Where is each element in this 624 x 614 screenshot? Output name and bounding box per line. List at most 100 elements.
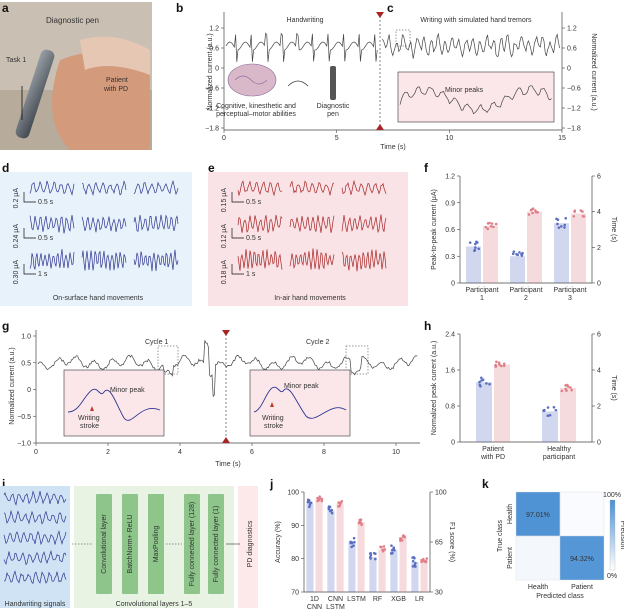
panel-b-label: b xyxy=(176,1,183,15)
data-point xyxy=(582,215,586,218)
signals-bg xyxy=(0,486,70,608)
x-tick-label: 1 xyxy=(480,295,484,302)
y-tick-label: 1.6 xyxy=(445,368,455,375)
scale-bar xyxy=(23,228,36,239)
bar-time xyxy=(560,388,576,442)
y-tick-label: 100 xyxy=(287,490,299,497)
data-point xyxy=(572,214,576,218)
heatmap-cell xyxy=(559,491,605,537)
y-tick-label: −1.8 xyxy=(567,126,581,133)
bar-peak-to-peak-current xyxy=(466,246,481,283)
panel-a-label: a xyxy=(2,1,9,15)
waveform xyxy=(133,214,179,233)
g-inset2-writing: Writing xyxy=(262,415,284,422)
colorbar-label: Precision xyxy=(619,521,624,550)
x-tick-label: Participant xyxy=(465,287,498,294)
panel-j-label: j xyxy=(269,477,273,491)
layer-label: BatchNorm+ ReLU xyxy=(127,515,134,574)
data-point xyxy=(320,497,324,501)
data-point xyxy=(358,520,361,524)
data-point xyxy=(414,565,417,568)
panel-k-label: k xyxy=(482,477,489,491)
x-tick-label: 5 xyxy=(335,135,339,142)
y-tick-label: 0.3 xyxy=(445,254,455,261)
y-tick-label-right: 0 xyxy=(597,281,601,288)
panel-g-label: g xyxy=(2,319,9,333)
data-point xyxy=(350,541,354,545)
scale-label: 0.2 μA xyxy=(13,188,20,209)
y-axis-label: Accuracy (%) xyxy=(275,521,282,563)
bar-f1-score xyxy=(357,522,365,592)
bar-normalized-peak-current xyxy=(476,382,492,442)
data-point xyxy=(495,360,498,364)
data-point xyxy=(557,226,561,229)
x-tick-label: LSTM xyxy=(347,596,366,603)
bar-peak-to-peak-current xyxy=(510,256,525,283)
x-tick-label: 8 xyxy=(322,449,326,456)
x-tick-label: 3 xyxy=(568,295,572,302)
y-tick-label: −0.6 xyxy=(567,86,581,93)
data-point xyxy=(330,511,334,515)
data-point xyxy=(554,408,558,412)
col-label: Patient xyxy=(571,584,593,591)
data-point xyxy=(478,380,481,384)
scale-bar xyxy=(231,228,244,239)
y-tick-label: 0.6 xyxy=(567,46,577,53)
y-axis-label-right: Time (s) xyxy=(610,375,617,400)
inset-label: Minor peaks xyxy=(445,87,484,94)
k-xlabel: Predicted class xyxy=(536,593,584,600)
colorbar-tick: 0% xyxy=(607,573,617,580)
data-point xyxy=(498,363,501,366)
data-point xyxy=(353,540,356,544)
handwriting-trace xyxy=(225,32,378,62)
y-tick-label: 0.8 xyxy=(445,404,455,411)
layer-label: Convolutional layer xyxy=(101,514,108,574)
data-point xyxy=(403,534,406,538)
row-label: Patient xyxy=(507,547,514,569)
panel-d: d 0.2 μA 0.5 s 0.24 μA 0.5 s 0.30 μA 1 s On-s… xyxy=(0,161,192,306)
y-tick-label-right: 65 xyxy=(435,540,443,547)
x-tick-label: 10 xyxy=(392,449,400,456)
y-tick-label-right: 30 xyxy=(435,590,443,597)
data-point xyxy=(494,222,498,226)
data-point xyxy=(413,556,416,560)
y-tick-label: 0.5 xyxy=(21,360,31,367)
y-tick-label: 1.2 xyxy=(445,174,455,181)
data-point xyxy=(307,498,311,502)
x-tick-label: 0 xyxy=(222,135,226,142)
data-point xyxy=(488,382,491,386)
panel-e-bg xyxy=(208,172,408,306)
y-tick-label: 0 xyxy=(451,281,455,288)
diagnostic-pen-image xyxy=(15,49,55,139)
layer-block xyxy=(96,494,112,594)
x-tick-label: Participant xyxy=(509,287,542,294)
waveform xyxy=(289,180,335,196)
inset-box xyxy=(397,71,555,123)
bar-accuracy xyxy=(348,542,356,592)
output-bg xyxy=(238,486,258,608)
divider-marker-top xyxy=(376,12,384,18)
scale-label: 0.30 μA xyxy=(13,260,20,285)
data-point xyxy=(512,250,516,253)
patient-label-2: with PD xyxy=(103,86,128,93)
y-tick-label: −0.6 xyxy=(205,86,219,93)
y-axis-label: Normalized peak current (a.u.) xyxy=(431,341,438,436)
cycle-arrow-icon xyxy=(287,80,309,87)
layer-block xyxy=(148,494,164,594)
data-point xyxy=(391,548,394,552)
data-point xyxy=(581,210,584,213)
g-ylabel: Normalized current (a.u.) xyxy=(9,347,16,424)
brain-caption-2: perceptual–motor abilities xyxy=(216,111,296,118)
data-point xyxy=(564,216,568,220)
x-tick-label: LSTM xyxy=(326,604,345,611)
data-point xyxy=(552,405,556,409)
waveform xyxy=(81,216,127,233)
data-point xyxy=(308,503,312,507)
scale-bar xyxy=(23,264,36,275)
data-point xyxy=(318,495,322,498)
time-label: 1 s xyxy=(246,271,256,278)
bar-time xyxy=(494,364,510,442)
x-tick-label: 6 xyxy=(250,449,254,456)
panel-i: i Handwriting signals Convolutional laye… xyxy=(0,477,258,608)
